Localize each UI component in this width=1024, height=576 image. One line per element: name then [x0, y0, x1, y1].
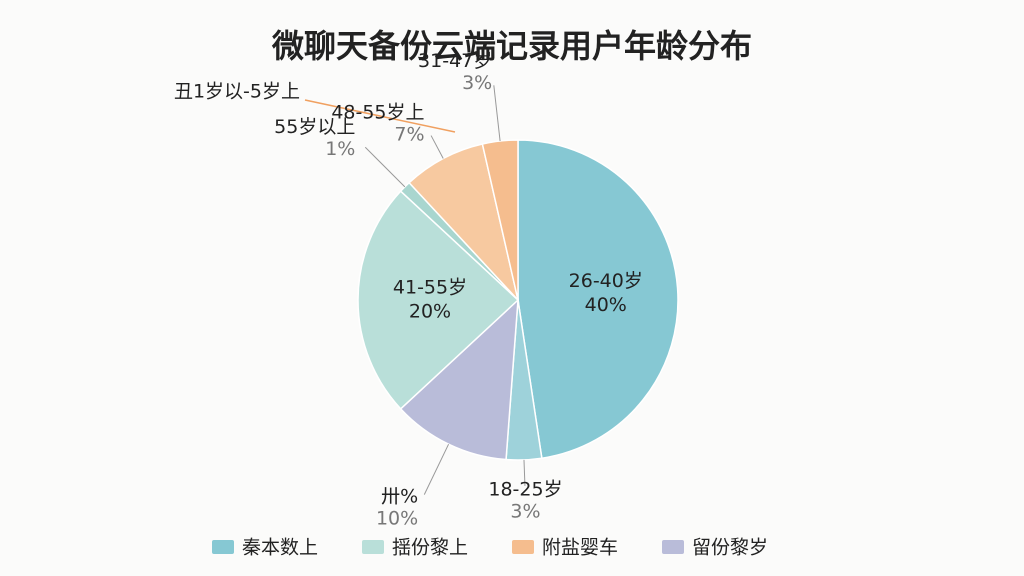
slice-value-label: 1% — [325, 138, 355, 160]
pie-slice — [357, 190, 520, 410]
slice-value-label: 7% — [394, 124, 424, 146]
legend-swatch — [362, 540, 384, 554]
chart-title: 微聊天备份云端记录用户年龄分布 — [271, 27, 752, 65]
slice-label: 26-40岁 — [569, 270, 643, 292]
slice-label: 48-55岁上 — [331, 102, 424, 124]
slice-label: 卅% — [381, 486, 418, 508]
annotation: 丑1岁以-5岁上 — [174, 81, 300, 103]
slice-label: 55岁以上 — [274, 116, 355, 138]
slice-value-label: 10% — [376, 508, 418, 530]
legend-swatch — [662, 540, 684, 554]
legend-label: 秦本数上 — [242, 537, 318, 559]
slice-value-label: 3% — [510, 500, 540, 522]
pie-slice — [481, 139, 519, 301]
annotation-leader — [304, 99, 456, 133]
legend-swatch — [212, 540, 234, 554]
slice-label: 18-25岁 — [488, 478, 562, 500]
leader-line — [493, 85, 501, 142]
slice-label: 31-47岁 — [418, 50, 492, 72]
slice-label: 41-55岁 — [393, 277, 467, 299]
slice-value-label: 3% — [462, 72, 492, 94]
slice-value-label: 40% — [585, 294, 627, 316]
legend-label: 附盐婴车 — [542, 537, 618, 559]
pie-slice — [517, 139, 679, 460]
leader-line — [423, 443, 450, 495]
leader-line — [523, 459, 526, 486]
slice-value-label: 20% — [409, 301, 451, 323]
legend-label: 留份黎岁 — [692, 537, 768, 559]
leader-line — [430, 135, 444, 159]
leader-line — [364, 146, 406, 188]
legend-swatch — [512, 540, 534, 554]
legend-label: 揺份黎上 — [392, 537, 468, 559]
